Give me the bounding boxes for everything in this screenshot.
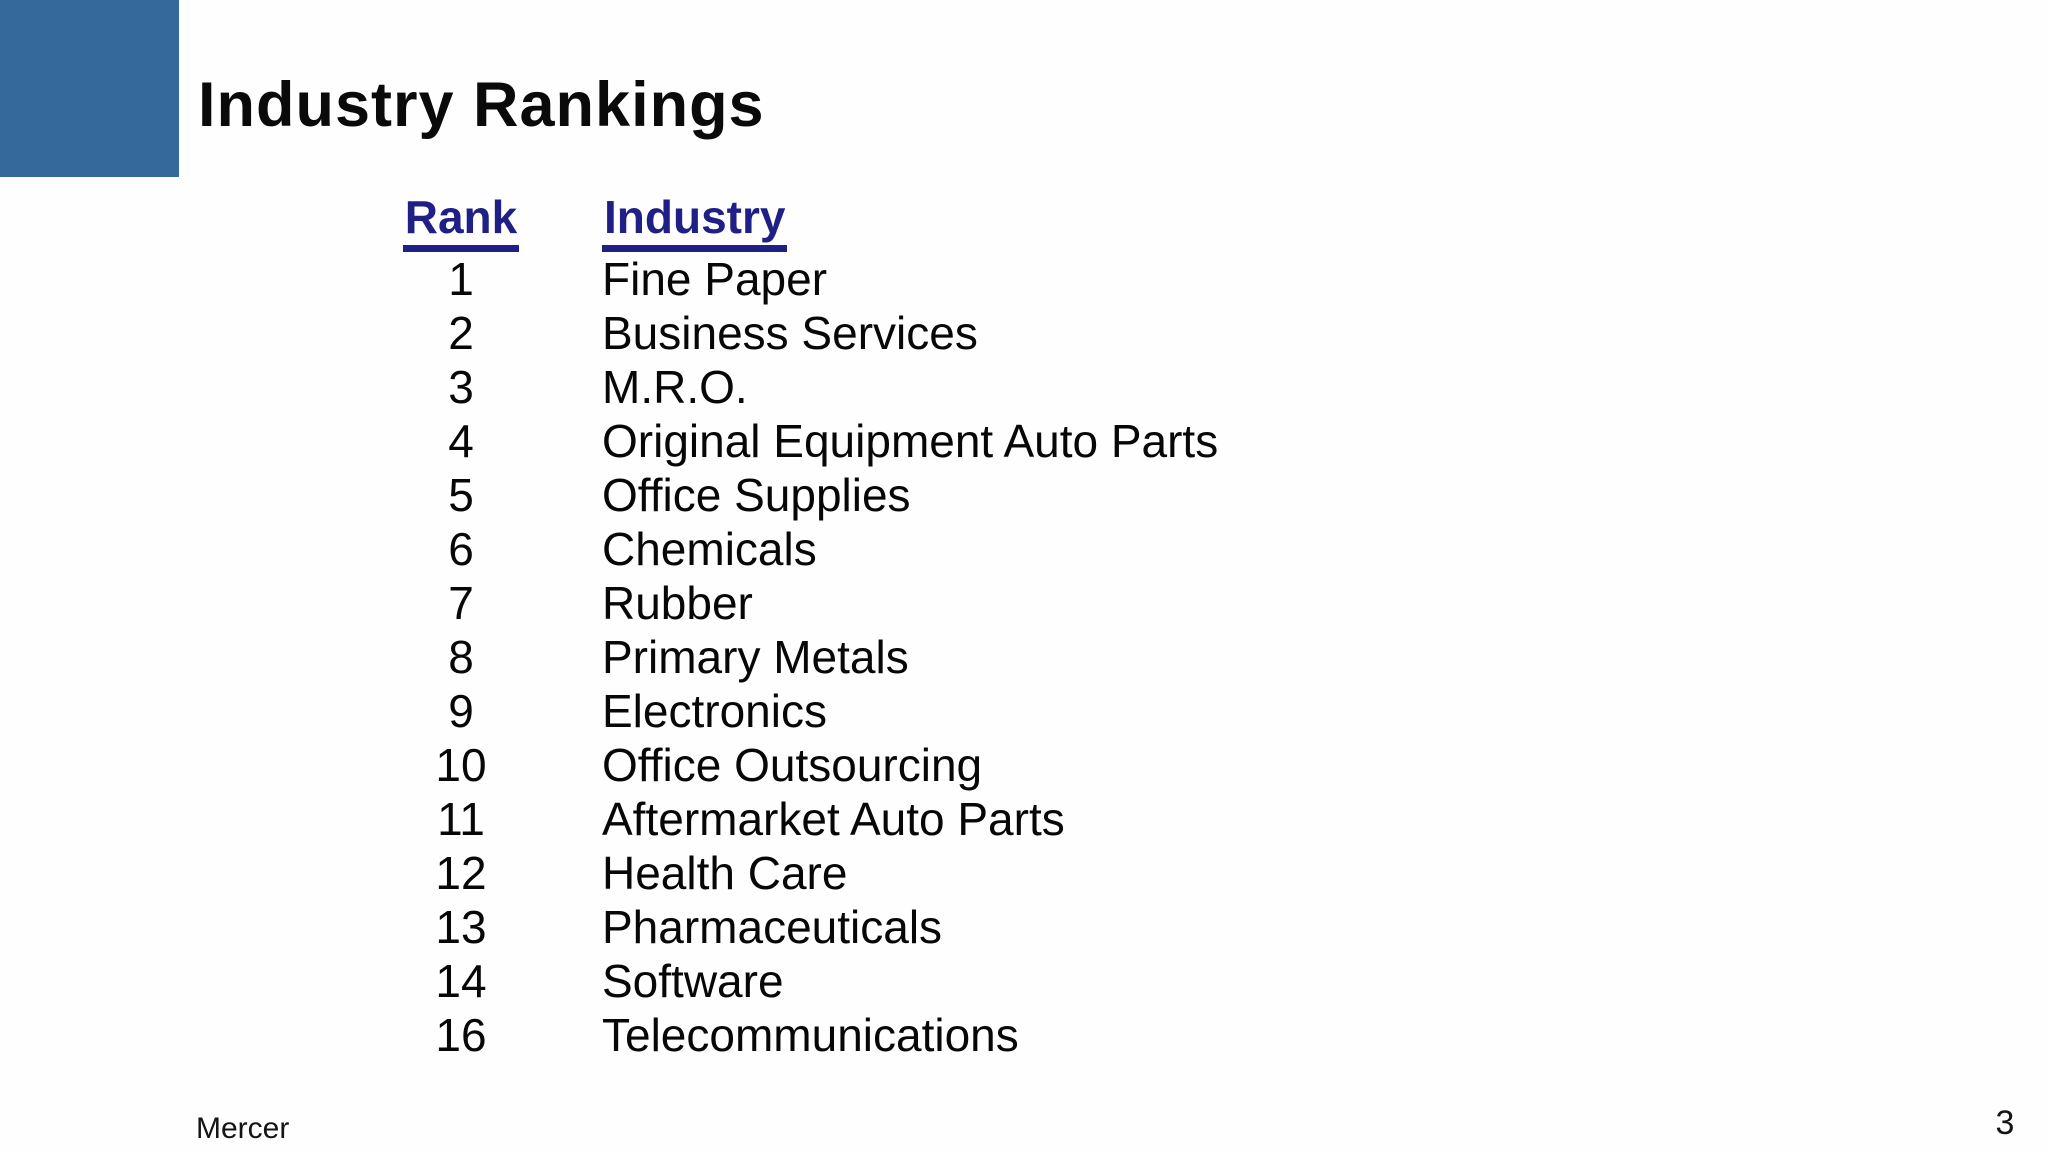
table-row: 7 Rubber <box>320 576 1218 630</box>
industry-cell: Office Outsourcing <box>602 739 983 791</box>
table-row: 11 Aftermarket Auto Parts <box>320 792 1218 846</box>
rank-cell: 13 <box>435 901 487 953</box>
table-row: 6 Chemicals <box>320 522 1218 576</box>
industry-column-header-cell: Industry <box>602 194 1218 252</box>
footer-company: Mercer <box>196 1112 290 1145</box>
industry-cell: Aftermarket Auto Parts <box>602 793 1065 845</box>
industry-cell: Software <box>602 955 784 1007</box>
rank-cell: 8 <box>448 631 474 683</box>
rank-cell: 12 <box>435 847 487 899</box>
table-row: 16 Telecommunications <box>320 1008 1218 1062</box>
rank-cell: 14 <box>435 955 487 1007</box>
industry-cell: Primary Metals <box>602 631 909 683</box>
industry-cell: Fine Paper <box>602 253 828 305</box>
table-row: 14 Software <box>320 954 1218 1008</box>
industry-cell: Pharmaceuticals <box>602 901 943 953</box>
rank-cell: 2 <box>448 307 474 359</box>
rank-cell: 5 <box>448 469 474 521</box>
table-row: 5 Office Supplies <box>320 468 1218 522</box>
table-row: 4 Original Equipment Auto Parts <box>320 414 1218 468</box>
industry-cell: Original Equipment Auto Parts <box>602 415 1219 467</box>
table-row: 8 Primary Metals <box>320 630 1218 684</box>
rank-column-header-cell: Rank <box>320 194 602 252</box>
table-row: 3 M.R.O. <box>320 360 1218 414</box>
ranking-table-header-row: Rank Industry <box>320 194 1218 252</box>
rank-cell: 3 <box>448 361 474 413</box>
rank-cell: 16 <box>435 1009 487 1061</box>
rank-column-header: Rank <box>402 194 520 252</box>
rank-cell: 6 <box>448 523 474 575</box>
industry-cell: Health Care <box>602 847 848 899</box>
industry-cell: Chemicals <box>602 523 817 575</box>
industry-cell: Electronics <box>602 685 827 737</box>
industry-cell: M.R.O. <box>602 361 748 413</box>
table-row: 1 Fine Paper <box>320 252 1218 306</box>
industry-cell: Telecommunications <box>602 1009 1019 1061</box>
rank-cell: 1 <box>448 253 474 305</box>
table-row: 13 Pharmaceuticals <box>320 900 1218 954</box>
rank-cell: 10 <box>435 739 487 791</box>
industry-cell: Business Services <box>602 307 978 359</box>
table-row: 2 Business Services <box>320 306 1218 360</box>
ranking-table: Rank Industry 1 Fine Paper 2 Business Se… <box>320 194 1218 1062</box>
table-row: 12 Health Care <box>320 846 1218 900</box>
table-row: 10 Office Outsourcing <box>320 738 1218 792</box>
rank-cell: 11 <box>437 793 485 845</box>
table-row: 9 Electronics <box>320 684 1218 738</box>
page-number: 3 <box>1995 1104 2015 1142</box>
accent-corner-block <box>0 0 179 177</box>
rank-cell: 4 <box>448 415 474 467</box>
industry-cell: Rubber <box>602 577 753 629</box>
ranking-table-body: 1 Fine Paper 2 Business Services 3 M.R.O… <box>320 252 1218 1062</box>
slide-title: Industry Rankings <box>198 70 765 140</box>
rank-cell: 7 <box>448 577 474 629</box>
industry-column-header: Industry <box>602 194 788 252</box>
industry-cell: Office Supplies <box>602 469 911 521</box>
rank-cell: 9 <box>448 685 474 737</box>
